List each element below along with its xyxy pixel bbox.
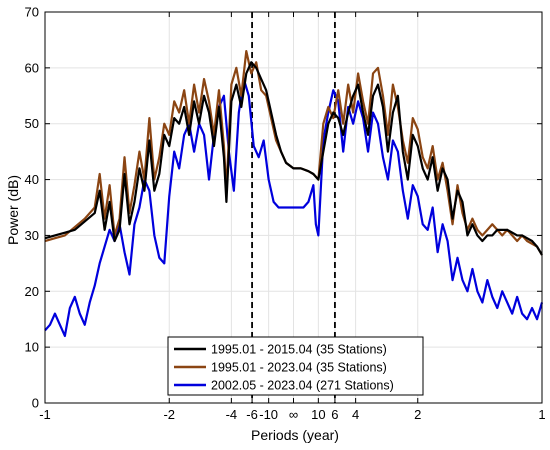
- x-tick-label: 6: [331, 407, 338, 422]
- x-tick-label: 1: [538, 407, 545, 422]
- x-axis-label: Periods (year): [251, 427, 339, 443]
- x-tick-label: -10: [259, 407, 278, 422]
- x-tick-label: -6: [246, 407, 258, 422]
- x-tick-label: -4: [226, 407, 238, 422]
- y-tick-label: 10: [25, 340, 39, 355]
- legend-label-2: 1995.01 - 2023.04 (35 Stations): [211, 361, 387, 375]
- legend-label-1: 1995.01 - 2015.04 (35 Stations): [211, 343, 387, 357]
- legend: 1995.01 - 2015.04 (35 Stations) 1995.01 -…: [167, 336, 424, 396]
- y-tick-label: 50: [25, 116, 39, 131]
- y-tick-label: 40: [25, 172, 39, 187]
- x-axis-ticks: -1 -2 -4 -6 -10 ∞ 10 6 4 2 1: [39, 12, 546, 422]
- y-tick-label: 60: [25, 60, 39, 75]
- x-tick-label: ∞: [289, 407, 298, 422]
- x-tick-label: 4: [352, 407, 359, 422]
- y-tick-label: 70: [25, 5, 39, 20]
- y-tick-label: 20: [25, 284, 39, 299]
- y-tick-label: 30: [25, 228, 39, 243]
- x-tick-label: -1: [39, 407, 51, 422]
- x-tick-label: -2: [163, 407, 175, 422]
- legend-box: [167, 336, 424, 396]
- y-tick-label: 0: [32, 396, 39, 411]
- y-axis-ticks: 0 10 20 30 40 50 60 70: [25, 5, 542, 411]
- x-tick-label: 2: [414, 407, 421, 422]
- series-line-3: [44, 77, 544, 338]
- series-line-1: [44, 61, 543, 256]
- x-tick-label: 10: [311, 407, 325, 422]
- series-group: [44, 50, 544, 338]
- y-axis-label: Power (dB): [5, 175, 21, 245]
- legend-label-3: 2002.05 - 2023.04 (271 Stations): [211, 379, 394, 393]
